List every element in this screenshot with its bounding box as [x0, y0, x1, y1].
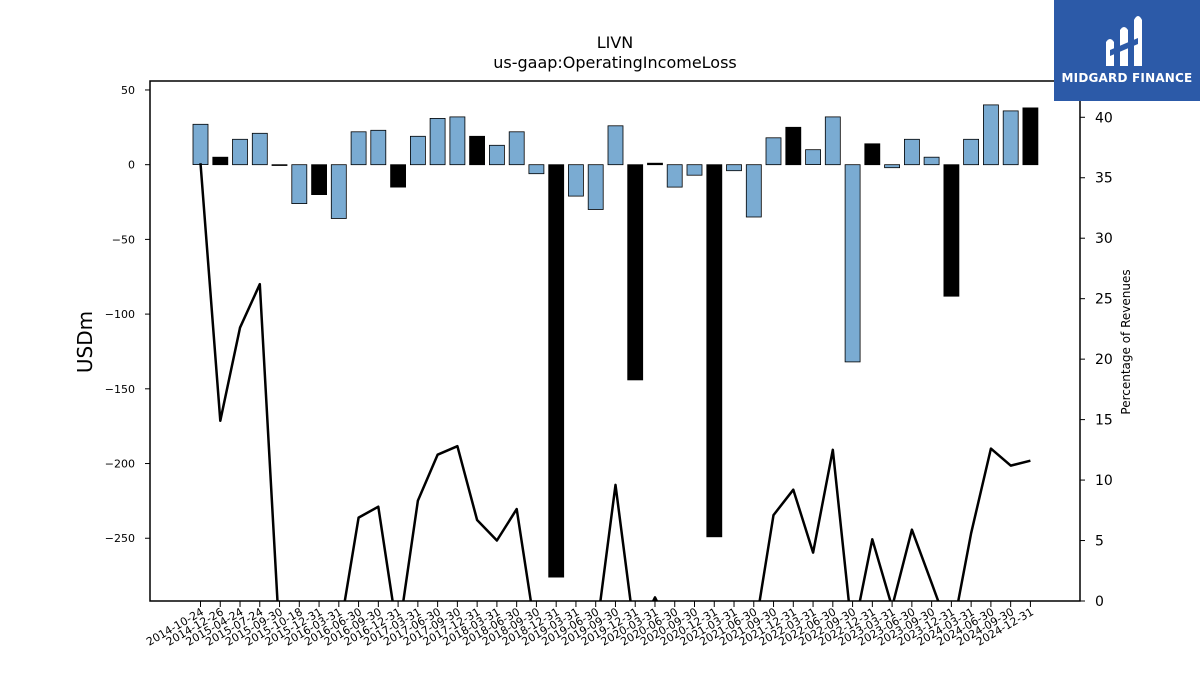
bar [330, 164, 347, 219]
y2-axis: 0 5 10 15 20 25 30 35 40 [1080, 110, 1113, 610]
chart-title: LIVN [597, 33, 634, 52]
bar [212, 156, 229, 166]
y2-tick-label: 25 [1095, 292, 1113, 308]
bar [983, 104, 999, 166]
bar [686, 164, 703, 176]
bar [726, 164, 742, 172]
bar [488, 144, 505, 166]
bar [963, 138, 979, 166]
bar [271, 164, 288, 166]
bar [192, 123, 209, 166]
bar [647, 162, 663, 166]
bar [429, 118, 446, 166]
y2-tick-label: 20 [1095, 352, 1113, 368]
y2-tick-label: 35 [1095, 171, 1113, 187]
line-path [199, 163, 1031, 601]
bar [785, 126, 802, 166]
y2-tick-label: 30 [1095, 231, 1113, 247]
bar [548, 164, 565, 578]
bar-series [192, 104, 1039, 578]
bar [884, 164, 900, 169]
bar [409, 135, 426, 166]
y2-tick-label: 40 [1095, 110, 1113, 126]
bar [251, 132, 268, 166]
brand-logo: MIDGARD FINANCE [1054, 0, 1200, 101]
bar [291, 164, 308, 204]
y-axis: 50 0 −50 −100 −150 −200 −250 [105, 84, 150, 545]
bar [923, 156, 940, 166]
bar [864, 143, 881, 166]
bar [508, 131, 525, 166]
bar [390, 164, 407, 188]
y2-axis-label: Percentage of Revenues [1119, 269, 1133, 414]
chart-subtitle: us-gaap:OperatingIncomeLoss [493, 53, 737, 72]
bar [449, 116, 466, 166]
bar [706, 164, 723, 538]
y-tick-label: 50 [121, 84, 135, 97]
bar [311, 164, 328, 195]
bar [370, 129, 387, 166]
bar [350, 131, 367, 166]
bar [469, 135, 486, 166]
bar [666, 164, 683, 188]
y-axis-label: USDm [73, 311, 97, 373]
y2-tick-label: 15 [1095, 413, 1113, 429]
bar [943, 164, 960, 297]
brand-name: MIDGARD FINANCE [1061, 71, 1193, 85]
y-tick-label: −150 [105, 383, 135, 396]
bar [232, 138, 248, 166]
line-series [199, 163, 1031, 601]
brand-mark-icon [1106, 16, 1142, 66]
bar [1002, 110, 1019, 166]
bar [765, 137, 782, 166]
y-tick-label: −200 [105, 458, 135, 471]
bar [824, 116, 841, 166]
bar [568, 164, 584, 197]
bar [745, 164, 762, 218]
y-tick-label: 0 [128, 159, 135, 172]
bar [805, 149, 821, 165]
y2-tick-label: 10 [1095, 473, 1113, 489]
bar [904, 138, 920, 166]
y2-tick-label: 0 [1095, 594, 1104, 610]
x-axis: 2014-10-242014-12-262015-04-242015-07-24… [144, 601, 1036, 649]
bar [844, 164, 861, 363]
bar [607, 125, 624, 166]
bar [587, 164, 604, 210]
y2-tick-label: 5 [1095, 534, 1104, 550]
bar [1022, 107, 1039, 166]
bar [528, 164, 545, 175]
y-tick-label: −250 [105, 532, 135, 545]
bar [627, 164, 644, 381]
y-tick-label: −100 [105, 308, 135, 321]
y-tick-label: −50 [112, 233, 135, 246]
